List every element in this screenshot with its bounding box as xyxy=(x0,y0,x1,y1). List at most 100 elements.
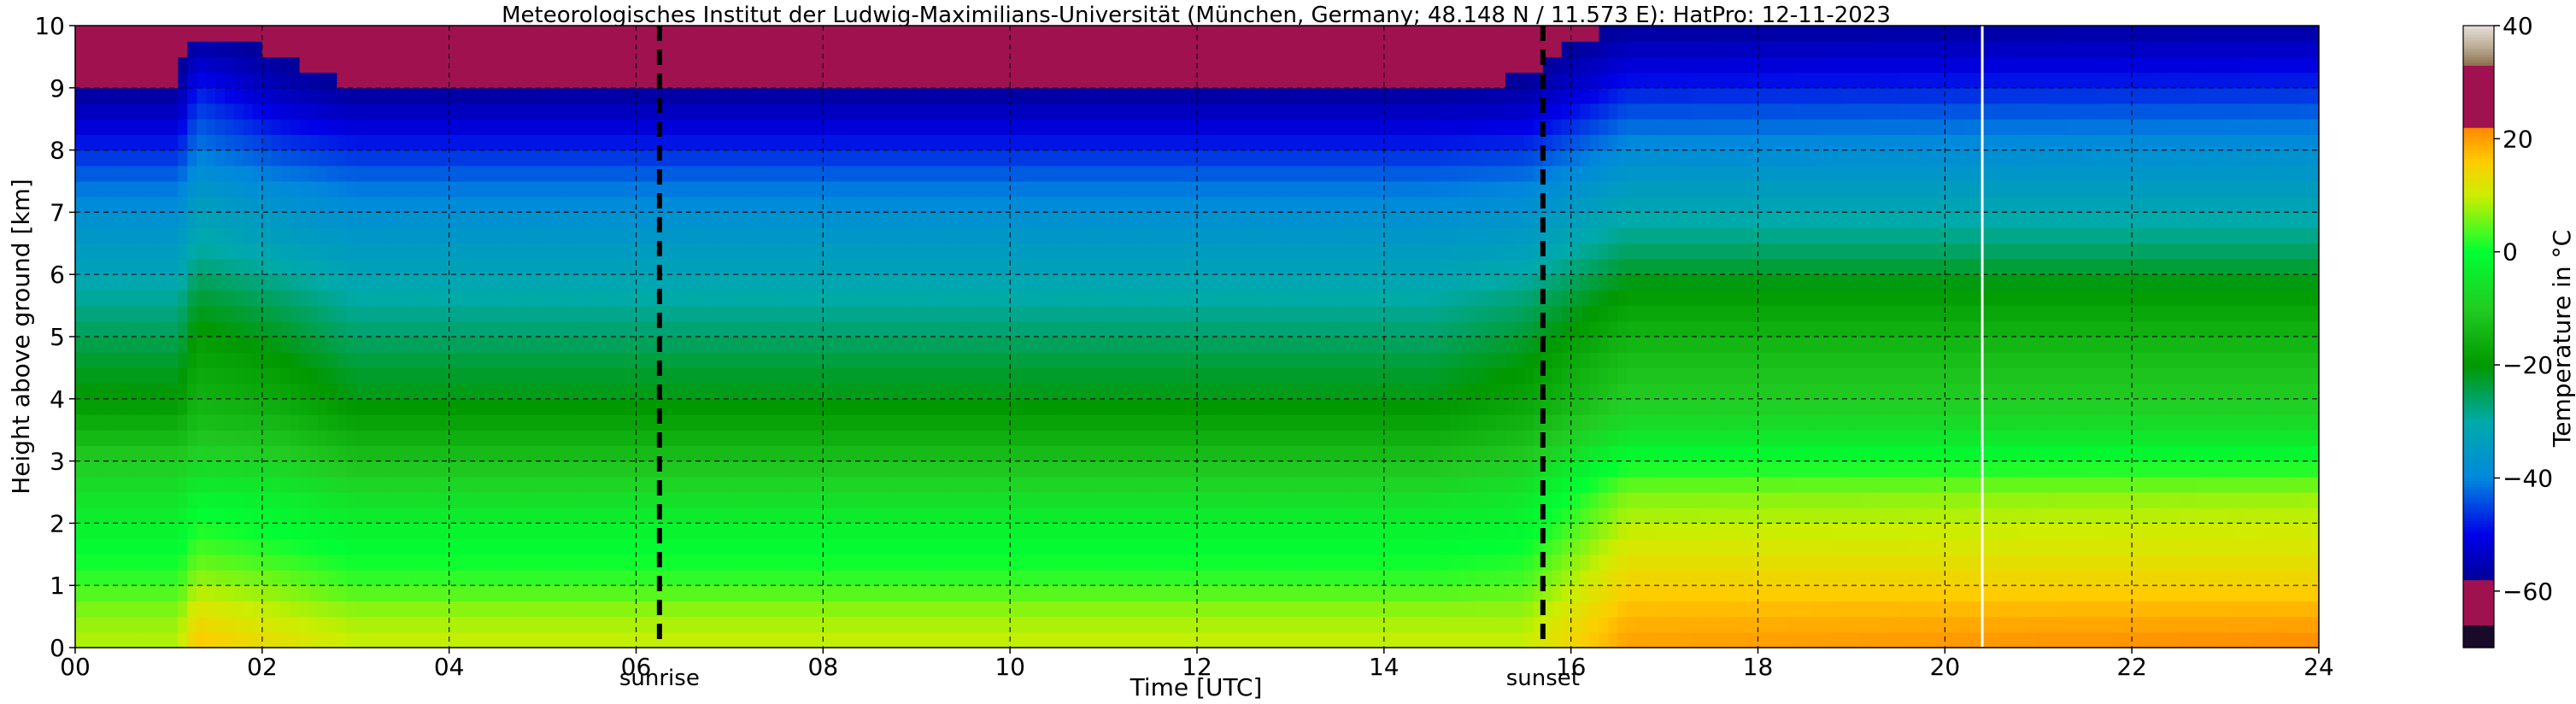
heat-cell xyxy=(430,165,441,182)
heat-cell xyxy=(112,337,123,353)
heat-cell xyxy=(748,523,759,540)
heat-cell xyxy=(748,197,759,213)
heat-cell xyxy=(870,523,880,540)
heat-cell xyxy=(1131,26,1141,42)
heat-cell xyxy=(870,305,880,322)
heat-cell xyxy=(75,383,85,400)
heat-cell xyxy=(299,367,310,384)
heat-cell xyxy=(719,554,731,571)
heat-cell xyxy=(757,430,768,446)
heat-cell xyxy=(420,538,431,555)
heat-cell xyxy=(1224,290,1235,307)
heat-cell xyxy=(411,538,422,555)
heat-cell xyxy=(327,398,337,415)
heat-cell xyxy=(776,507,787,524)
heat-cell xyxy=(692,367,702,384)
heat-cell xyxy=(197,87,207,104)
heat-cell xyxy=(467,41,478,57)
heat-cell xyxy=(1169,274,1179,290)
heat-cell xyxy=(552,181,562,197)
heat-cell xyxy=(261,445,273,462)
heat-cell xyxy=(1056,616,1067,633)
heat-cell xyxy=(1094,305,1105,322)
heat-cell xyxy=(84,56,95,73)
heat-cell xyxy=(206,445,216,462)
heat-cell xyxy=(346,72,356,89)
heat-cell xyxy=(524,72,534,89)
heat-cell xyxy=(851,507,861,524)
heat-cell xyxy=(197,26,207,42)
heat-cell xyxy=(290,320,301,337)
heat-cell xyxy=(795,274,806,290)
heat-cell xyxy=(458,72,469,89)
heat-cell xyxy=(140,26,151,42)
heat-cell xyxy=(711,492,721,508)
heat-cell xyxy=(1000,119,1011,135)
heat-cell xyxy=(944,337,955,353)
heat-cell xyxy=(673,616,684,633)
heat-cell xyxy=(384,554,394,571)
heat-cell xyxy=(878,274,889,290)
heat-cell xyxy=(1019,570,1030,586)
heat-cell xyxy=(1224,103,1235,120)
heat-cell xyxy=(748,320,759,337)
heat-cell xyxy=(1000,476,1011,493)
heat-cell xyxy=(449,150,460,167)
heat-cell xyxy=(579,398,590,415)
heat-cell xyxy=(598,383,609,400)
heat-cell xyxy=(243,320,254,337)
heat-cell xyxy=(935,305,946,322)
heat-cell xyxy=(280,476,291,493)
heat-cell xyxy=(271,337,282,353)
heat-cell xyxy=(617,212,628,229)
heat-cell xyxy=(430,56,441,73)
heat-cell xyxy=(299,119,310,135)
heat-cell xyxy=(206,305,216,322)
heat-cell xyxy=(1112,585,1124,601)
heat-cell xyxy=(1065,445,1077,462)
heat-cell xyxy=(402,414,413,431)
heat-cell xyxy=(982,414,992,431)
heat-cell xyxy=(420,181,431,197)
heat-cell xyxy=(916,259,927,275)
heat-cell xyxy=(785,507,796,524)
heat-cell xyxy=(140,585,151,601)
heat-cell xyxy=(420,616,431,633)
heat-cell xyxy=(813,430,824,446)
heat-cell xyxy=(664,461,674,478)
heat-cell xyxy=(916,616,927,633)
heat-cell xyxy=(168,197,179,213)
heat-cell xyxy=(552,274,562,290)
heat-cell xyxy=(1197,119,1207,135)
heat-cell xyxy=(187,445,197,462)
heat-cell xyxy=(1019,165,1030,182)
heat-cell xyxy=(1215,305,1226,322)
heat-cell xyxy=(907,398,918,415)
heat-cell xyxy=(374,305,384,322)
heat-cell xyxy=(131,538,142,555)
heat-cell xyxy=(477,119,488,135)
heat-cell xyxy=(626,41,637,57)
heat-cell xyxy=(916,461,927,478)
heat-cell xyxy=(1094,507,1105,524)
heat-cell xyxy=(327,119,337,135)
heat-cell xyxy=(766,538,777,555)
heat-cell xyxy=(991,398,1001,415)
heat-cell xyxy=(1188,367,1198,384)
heat-cell xyxy=(1084,165,1095,182)
heat-cell xyxy=(589,320,600,337)
heat-cell xyxy=(925,570,936,586)
heat-cell xyxy=(552,461,562,478)
heat-cell xyxy=(1075,461,1086,478)
heat-cell xyxy=(514,414,525,431)
heat-cell xyxy=(374,367,384,384)
heat-cell xyxy=(1234,150,1245,167)
heat-cell xyxy=(290,337,301,353)
heat-cell xyxy=(636,320,647,337)
heat-cell xyxy=(261,337,273,353)
heat-cell xyxy=(346,87,356,104)
heat-cell xyxy=(683,274,693,290)
heat-cell xyxy=(1206,554,1217,571)
heat-cell xyxy=(261,150,273,167)
heat-cell xyxy=(795,41,806,57)
